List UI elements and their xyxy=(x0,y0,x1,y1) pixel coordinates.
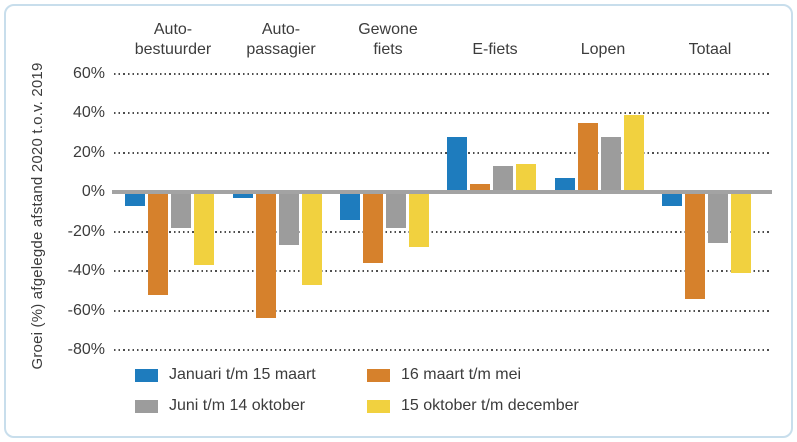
bar xyxy=(385,192,406,228)
legend-item: 15 oktober t/m december xyxy=(367,397,579,415)
y-tick-label: -80% xyxy=(67,341,105,358)
y-tick-label: 60% xyxy=(72,64,105,82)
bar xyxy=(492,166,513,192)
legend-swatch xyxy=(367,368,390,382)
gridline xyxy=(114,270,772,272)
y-tick-label: 0% xyxy=(81,183,105,200)
y-tick-label: 20% xyxy=(72,143,105,161)
legend: Januari t/m 15 maart 16 maart t/m mei Juni… xyxy=(135,366,579,415)
bar xyxy=(661,192,682,206)
bar xyxy=(623,114,644,192)
bar xyxy=(408,192,429,248)
bar xyxy=(707,192,728,244)
y-tick-label: -40% xyxy=(67,262,105,279)
bar xyxy=(362,192,383,264)
y-tick-label: -20% xyxy=(67,222,105,240)
bar xyxy=(515,164,536,192)
bar xyxy=(446,136,467,192)
gridline xyxy=(114,72,772,75)
legend-item: 16 maart t/m mei xyxy=(367,366,579,384)
y-tick-label: -60% xyxy=(67,301,105,319)
bar xyxy=(301,192,322,285)
zero-axis-line xyxy=(112,189,772,194)
gridline xyxy=(114,151,772,154)
bar xyxy=(469,184,490,192)
bar xyxy=(730,192,751,273)
legend-label: 16 maart t/m mei xyxy=(401,366,522,383)
legend-item: Juni t/m 14 oktober xyxy=(135,397,367,415)
bar xyxy=(232,192,253,198)
legend-swatch xyxy=(135,399,158,413)
bar xyxy=(278,192,299,246)
bar xyxy=(255,192,276,319)
category-label: E-fiets xyxy=(472,41,518,58)
y-axis-title: Groei (%) afgelegde afstand 2020 t.o.v. … xyxy=(29,62,46,370)
bar xyxy=(193,192,214,266)
bar xyxy=(600,136,621,192)
bar xyxy=(147,192,168,295)
category-label: Gewone fiets xyxy=(358,21,418,58)
legend-swatch xyxy=(367,399,390,413)
category-label: Auto-passagier xyxy=(246,21,316,58)
gridline xyxy=(114,112,772,114)
category-label: Auto-bestuurder xyxy=(134,21,212,58)
bar xyxy=(577,122,598,192)
bar xyxy=(339,192,360,220)
bar xyxy=(684,192,705,299)
category-label: Totaal xyxy=(688,41,732,58)
legend-item: Januari t/m 15 maart xyxy=(135,366,367,384)
bar xyxy=(170,192,191,228)
legend-label: 15 oktober t/m december xyxy=(401,397,579,414)
category-label: Lopen xyxy=(580,41,626,58)
y-tick-label: 40% xyxy=(72,104,105,121)
bar xyxy=(124,192,145,206)
bar xyxy=(554,178,575,192)
legend-swatch xyxy=(135,368,158,382)
gridline xyxy=(114,309,772,312)
gridline xyxy=(114,230,772,233)
legend-label: Januari t/m 15 maart xyxy=(169,366,316,383)
legend-label: Juni t/m 14 oktober xyxy=(169,397,306,414)
gridline xyxy=(114,349,772,351)
